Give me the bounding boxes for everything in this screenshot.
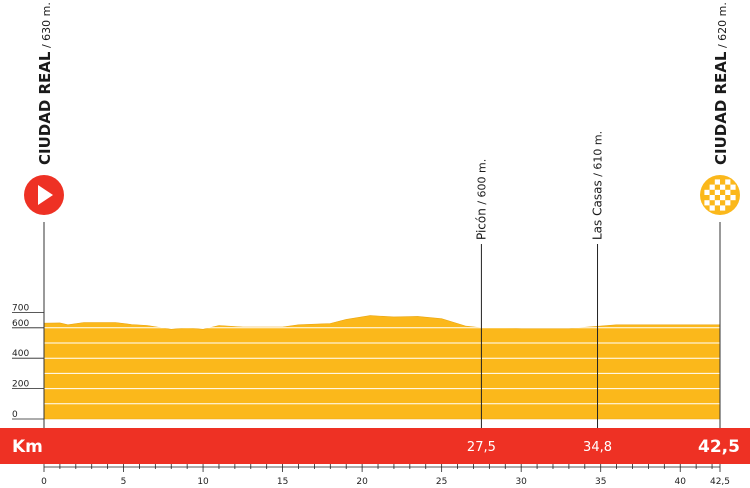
point-name: CIUDAD REAL: [712, 51, 730, 165]
point-label: CIUDAD REAL / 630 m.: [36, 2, 54, 165]
checker-square: [720, 205, 726, 211]
point-label: Picón / 600 m.: [474, 159, 488, 240]
checker-square: [725, 189, 731, 195]
x-tick-label: 42,5: [710, 477, 730, 487]
checker-square: [720, 184, 726, 190]
point-altitude: / 610 m.: [592, 131, 605, 180]
checker-square: [709, 195, 715, 201]
checker-square: [709, 205, 715, 211]
checker-square: [714, 189, 720, 195]
km-total-label: 42,5: [698, 437, 740, 457]
checker-square: [704, 189, 710, 195]
y-tick-label: 600: [12, 319, 29, 329]
x-tick-label: 5: [121, 477, 127, 487]
point-altitude: / 600 m.: [475, 159, 488, 208]
checker-square: [714, 200, 720, 206]
x-tick-label: 15: [277, 477, 288, 487]
km-point-label: 34,8: [583, 440, 612, 455]
checker-square: [704, 200, 710, 206]
point-label: Las Casas / 610 m.: [591, 131, 605, 240]
play-arrow-icon: [38, 185, 53, 205]
elevation-area: [43, 315, 721, 420]
x-tick-label: 20: [356, 477, 368, 487]
km-axis-label: Km: [12, 437, 43, 457]
checker-square: [730, 195, 736, 201]
point-name: CIUDAD REAL: [36, 51, 54, 165]
x-tick-label: 0: [41, 477, 47, 487]
point-altitude: / 620 m.: [716, 2, 729, 51]
km-point-label: 27,5: [467, 440, 496, 455]
x-tick-label: 40: [675, 477, 687, 487]
point-name: Las Casas: [591, 180, 605, 240]
y-tick-label: 400: [12, 349, 29, 359]
point-altitude: / 630 m.: [40, 2, 53, 51]
finish-marker: [700, 175, 740, 215]
x-tick-label: 25: [436, 477, 447, 487]
km-band: [0, 428, 750, 464]
x-tick-label: 30: [515, 477, 527, 487]
x-tick-label: 10: [197, 477, 209, 487]
checker-square: [709, 184, 715, 190]
y-tick-label: 0: [12, 410, 18, 420]
checker-square: [725, 200, 731, 206]
checker-square: [720, 195, 726, 201]
x-tick-label: 35: [595, 477, 606, 487]
point-name: Picón: [474, 208, 488, 240]
checker-square: [714, 179, 720, 185]
y-tick-label: 200: [12, 380, 29, 390]
checker-square: [730, 184, 736, 190]
start-marker: [24, 175, 64, 215]
checker-square: [725, 179, 731, 185]
point-label: CIUDAD REAL / 620 m.: [712, 2, 730, 165]
y-tick-label: 700: [12, 304, 29, 314]
